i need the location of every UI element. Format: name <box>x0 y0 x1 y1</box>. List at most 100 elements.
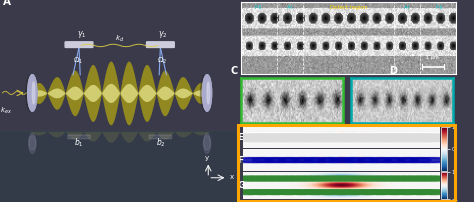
Circle shape <box>348 176 388 181</box>
Circle shape <box>401 189 440 195</box>
Circle shape <box>359 134 430 142</box>
Circle shape <box>295 189 335 195</box>
Circle shape <box>357 158 405 163</box>
Circle shape <box>338 133 424 143</box>
Circle shape <box>259 133 345 143</box>
Circle shape <box>335 189 374 195</box>
Text: A: A <box>3 0 11 7</box>
Ellipse shape <box>27 75 37 111</box>
Circle shape <box>318 158 365 163</box>
Circle shape <box>309 189 348 195</box>
Ellipse shape <box>207 82 210 104</box>
Ellipse shape <box>28 75 36 111</box>
Circle shape <box>410 158 457 163</box>
Text: C: C <box>230 66 238 76</box>
Circle shape <box>346 134 417 142</box>
Circle shape <box>306 134 377 142</box>
Circle shape <box>333 134 403 142</box>
Circle shape <box>322 189 361 195</box>
Circle shape <box>399 134 469 142</box>
Circle shape <box>280 134 350 142</box>
Circle shape <box>322 176 361 181</box>
Circle shape <box>293 134 364 142</box>
Circle shape <box>325 133 411 143</box>
Text: $\Omega_1$: $\Omega_1$ <box>73 56 83 66</box>
Circle shape <box>219 133 306 143</box>
Circle shape <box>414 189 454 195</box>
Ellipse shape <box>203 75 211 111</box>
Circle shape <box>401 176 440 181</box>
Text: P-II: P-II <box>396 127 407 133</box>
Circle shape <box>282 176 321 181</box>
Ellipse shape <box>29 133 36 154</box>
Text: E: E <box>237 133 243 142</box>
Circle shape <box>305 158 352 163</box>
Text: $\Omega_2$: $\Omega_2$ <box>156 56 166 66</box>
Circle shape <box>243 189 282 195</box>
Circle shape <box>269 176 309 181</box>
Text: $b_2$: $b_2$ <box>155 136 165 149</box>
Circle shape <box>240 134 311 142</box>
Text: F: F <box>237 156 243 165</box>
Text: G: G <box>237 181 245 190</box>
FancyBboxPatch shape <box>68 135 90 139</box>
Circle shape <box>269 189 309 195</box>
Circle shape <box>309 176 348 181</box>
Circle shape <box>226 158 273 163</box>
Text: $\gamma_2$: $\gamma_2$ <box>158 29 167 40</box>
Circle shape <box>256 189 295 195</box>
Circle shape <box>214 134 284 142</box>
Circle shape <box>229 189 269 195</box>
Circle shape <box>377 133 464 143</box>
Ellipse shape <box>32 82 35 104</box>
Text: D: D <box>390 66 398 76</box>
Circle shape <box>266 134 337 142</box>
Text: $b_1$: $b_1$ <box>74 136 84 149</box>
Circle shape <box>385 134 456 142</box>
Circle shape <box>232 133 319 143</box>
Circle shape <box>243 176 282 181</box>
Circle shape <box>362 176 401 181</box>
Ellipse shape <box>201 75 210 111</box>
FancyBboxPatch shape <box>65 42 93 47</box>
Bar <box>0 131 239 202</box>
Circle shape <box>372 134 443 142</box>
Circle shape <box>388 189 427 195</box>
Circle shape <box>246 133 332 143</box>
Text: A-I: A-I <box>403 5 410 10</box>
Ellipse shape <box>203 133 210 154</box>
Circle shape <box>319 134 390 142</box>
Circle shape <box>344 158 392 163</box>
Ellipse shape <box>204 136 210 150</box>
Ellipse shape <box>29 136 36 150</box>
Circle shape <box>229 176 269 181</box>
Circle shape <box>295 176 335 181</box>
Circle shape <box>331 158 378 163</box>
Circle shape <box>374 176 414 181</box>
Ellipse shape <box>27 75 37 111</box>
Text: $k_d$: $k_d$ <box>115 34 124 44</box>
Text: P-I: P-I <box>288 127 296 133</box>
Circle shape <box>365 133 451 143</box>
Circle shape <box>348 189 388 195</box>
Ellipse shape <box>202 75 212 111</box>
Text: Defect region: Defect region <box>330 5 367 10</box>
Text: $k_{ex}$: $k_{ex}$ <box>0 106 12 116</box>
Text: P-II: P-II <box>254 5 262 10</box>
Text: $\gamma_1$: $\gamma_1$ <box>77 29 86 40</box>
Circle shape <box>388 176 427 181</box>
Ellipse shape <box>26 75 35 111</box>
Ellipse shape <box>202 75 212 111</box>
Text: 1 μm: 1 μm <box>427 56 439 60</box>
Circle shape <box>335 176 374 181</box>
Circle shape <box>371 158 418 163</box>
Circle shape <box>414 176 454 181</box>
Circle shape <box>227 134 298 142</box>
FancyBboxPatch shape <box>149 135 172 139</box>
Circle shape <box>311 133 398 143</box>
Circle shape <box>265 158 312 163</box>
Text: P-II: P-II <box>436 5 443 10</box>
Circle shape <box>298 133 385 143</box>
Circle shape <box>252 158 299 163</box>
Circle shape <box>253 134 324 142</box>
